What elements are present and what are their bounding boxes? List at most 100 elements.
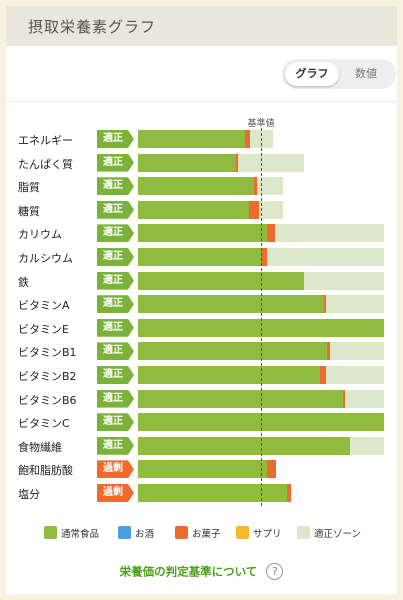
regular-food-bar	[138, 177, 254, 196]
nutrient-row: 鉄 適正	[6, 271, 397, 290]
nutrient-bar-track	[138, 389, 384, 408]
regular-food-bar	[138, 295, 324, 314]
regular-food-bar	[138, 130, 245, 148]
nutrient-row: 脂質 適正	[6, 177, 397, 196]
snacks-bar	[261, 248, 268, 266]
legend-swatch	[175, 526, 188, 539]
nutrient-name: カリウム	[18, 228, 62, 242]
divider	[6, 101, 397, 102]
nutrient-name: エネルギー	[18, 134, 73, 147]
nutrient-bar-track	[138, 295, 384, 314]
nutrient-bar-track	[138, 366, 384, 384]
legend-swatch	[44, 526, 57, 539]
header: 摂取栄養素グラフ	[6, 6, 397, 46]
reference-label: 基準値	[247, 119, 275, 129]
legend: 通常食品 お酒 お菓子 サプリ 適正ゾーン	[44, 524, 384, 540]
snacks-bar	[253, 177, 258, 196]
legend-swatch	[118, 526, 131, 539]
snacks-bar	[286, 484, 291, 502]
snacks-bar	[323, 295, 327, 314]
proper-zone	[261, 224, 384, 243]
nutrient-bar-track	[138, 200, 384, 219]
nutrient-name: 食物繊維	[18, 440, 62, 454]
nutrient-bar-track	[138, 436, 384, 455]
nutrient-row: ビタミンB6 適正	[6, 389, 397, 408]
snacks-bar	[267, 460, 276, 479]
regular-food-bar	[138, 342, 328, 361]
nutrient-bar-track	[138, 248, 384, 266]
nutrient-bar-track	[138, 271, 384, 290]
regular-food-bar	[138, 248, 261, 266]
legend-label: お酒	[135, 529, 155, 540]
nutrient-bar-track	[138, 177, 384, 196]
page-title: 摂取栄養素グラフ	[28, 18, 157, 36]
nutrient-row: カルシウム 適正	[6, 248, 397, 266]
regular-food-bar	[138, 389, 344, 408]
proper-zone	[261, 248, 384, 266]
nutrient-row: 飽和脂肪酸 過剰	[6, 460, 397, 479]
status-badge-excess: 過剰	[97, 484, 134, 502]
nutrient-row: 塩分 過剰	[6, 484, 397, 502]
help-icon[interactable]: ?	[266, 563, 284, 580]
regular-food-bar	[138, 200, 249, 219]
nutrient-bar-track	[138, 484, 384, 502]
regular-food-bar	[138, 436, 350, 455]
nutrient-name: ビタミンC	[18, 417, 70, 431]
legend-label: サプリ	[253, 529, 282, 540]
regular-food-bar	[138, 271, 305, 290]
regular-food-bar	[138, 224, 268, 243]
regular-food-bar	[138, 484, 287, 502]
nutrient-bar-track	[138, 153, 384, 172]
nutrient-name: 鉄	[18, 275, 29, 289]
nutrient-row: カリウム 適正	[6, 224, 397, 243]
nutrient-name: ビタミンB2	[18, 370, 77, 383]
status-badge-ok: 適正	[97, 177, 134, 196]
status-badge-ok: 適正	[97, 153, 134, 172]
toggle-graph-button[interactable]: グラフ	[285, 62, 339, 86]
legend-label: 通常食品	[61, 529, 100, 540]
criteria-link-label[interactable]: 栄養価の判定基準について	[119, 564, 258, 579]
nutrient-row: 糖質 適正	[6, 200, 397, 219]
nutrient-name: 糖質	[18, 204, 40, 218]
nutrient-bar-track	[138, 342, 384, 361]
nutrient-bar-track	[138, 460, 384, 479]
legend-label: お菓子	[192, 529, 221, 540]
snacks-bar	[248, 200, 259, 219]
nutrient-name: 脂質	[18, 181, 40, 195]
status-badge-ok: 適正	[97, 413, 134, 432]
nutrient-name: ビタミンE	[18, 322, 69, 336]
reference-line	[261, 128, 262, 506]
snacks-bar	[267, 224, 275, 243]
criteria-link[interactable]: 栄養価の判定基準について ?	[6, 561, 397, 581]
proper-zone	[245, 130, 274, 148]
nutrient-row: ビタミンA 適正	[6, 295, 397, 314]
nutrient-name: カルシウム	[18, 252, 73, 265]
status-badge-ok: 適正	[97, 248, 134, 266]
nutrient-name: ビタミンB1	[18, 346, 77, 360]
snacks-bar	[343, 389, 345, 408]
nutrient-row: ビタミンC 適正	[6, 413, 397, 432]
status-badge-ok: 適正	[97, 271, 134, 290]
nutrient-name: ビタミンB6	[18, 393, 77, 407]
nutrient-name: 飽和脂肪酸	[18, 464, 73, 478]
nutrient-bar-track	[138, 224, 384, 243]
regular-food-bar	[138, 153, 237, 172]
status-badge-ok: 適正	[97, 366, 134, 384]
nutrient-card: 摂取栄養素グラフ グラフ 数値 基準値 エネルギー 適正 たんぱく質 適正 脂質 適正 糖質…	[6, 6, 397, 594]
status-badge-ok: 適正	[97, 436, 134, 455]
nutrient-row: 食物繊維 適正	[6, 436, 397, 455]
legend-swatch	[236, 526, 249, 539]
legend-label: 適正ゾーン	[314, 529, 362, 540]
regular-food-bar	[138, 460, 268, 479]
toggle-values-button[interactable]: 数値	[355, 67, 377, 80]
nutrient-bar-track	[138, 130, 384, 148]
nutrient-row: ビタミンB1 適正	[6, 342, 397, 361]
snacks-bar	[327, 342, 330, 361]
status-badge-ok: 適正	[97, 389, 134, 408]
status-badge-excess: 過剰	[97, 460, 134, 479]
view-toggle[interactable]: グラフ 数値	[282, 59, 396, 89]
nutrient-row: ビタミンB2 適正	[6, 366, 397, 384]
status-badge-ok: 適正	[97, 342, 134, 361]
nutrient-name: たんぱく質	[18, 157, 73, 171]
nutrient-name: 塩分	[18, 488, 40, 501]
